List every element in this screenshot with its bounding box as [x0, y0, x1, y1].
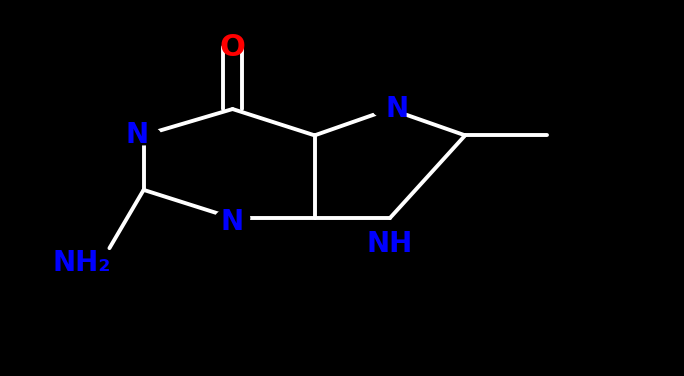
Text: O: O [220, 32, 246, 62]
Text: N: N [385, 95, 408, 123]
Text: N: N [221, 208, 244, 236]
Text: NH: NH [367, 230, 413, 258]
Circle shape [373, 100, 407, 118]
Circle shape [127, 126, 161, 145]
Text: N: N [125, 121, 148, 149]
Text: NH₂: NH₂ [53, 249, 111, 277]
Circle shape [215, 209, 250, 227]
